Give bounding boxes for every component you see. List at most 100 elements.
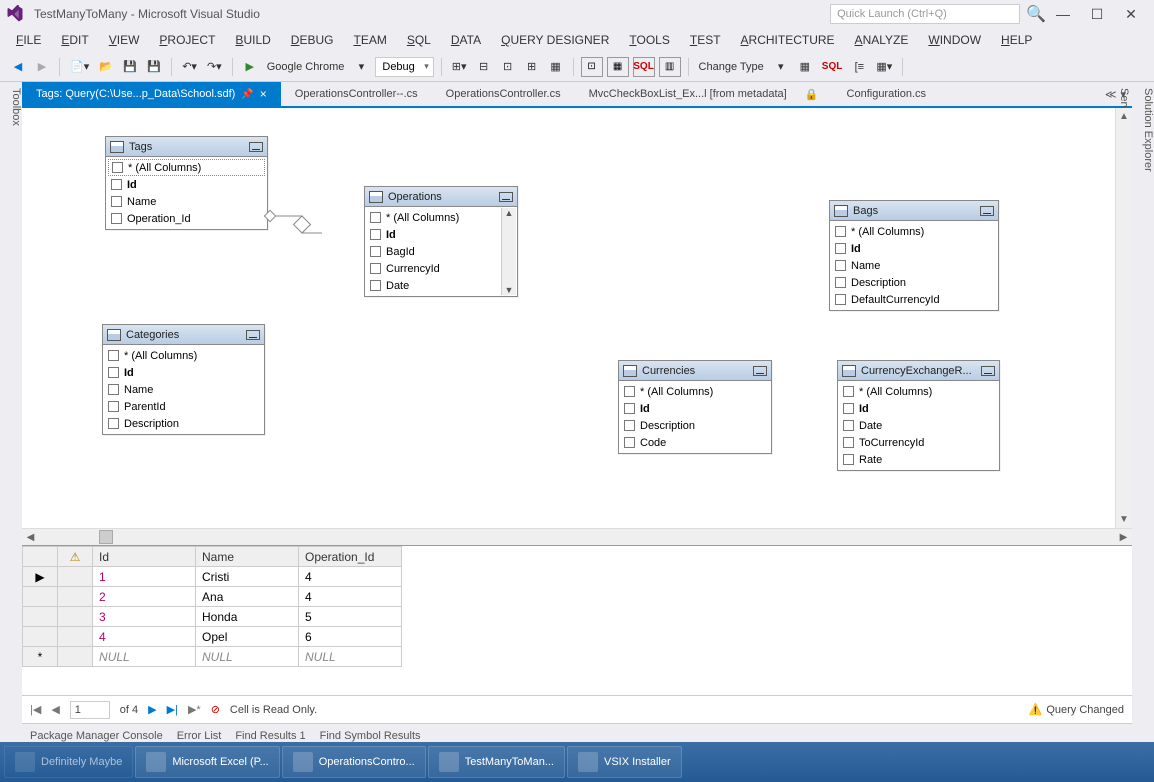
table-row[interactable]: 3Honda5	[23, 607, 402, 627]
column[interactable]: Id	[367, 226, 515, 243]
column[interactable]: Id	[108, 176, 265, 193]
start-button[interactable]: ▶	[240, 56, 260, 78]
column[interactable]: Id	[832, 240, 996, 257]
nav-stop-icon[interactable]: ⊘	[211, 703, 220, 716]
column[interactable]: Description	[105, 415, 262, 432]
taskbar-app[interactable]: Microsoft Excel (P...	[135, 746, 279, 778]
menu-query designer[interactable]: QUERY DESIGNER	[493, 31, 617, 49]
table-operations[interactable]: Operations* (All Columns)IdBagIdCurrency…	[364, 186, 518, 297]
close-button[interactable]: ✕	[1114, 6, 1148, 23]
nav-next-icon[interactable]: ▶	[148, 703, 156, 716]
show-grid-icon[interactable]: ▦	[607, 57, 629, 77]
column[interactable]: * (All Columns)	[367, 209, 515, 226]
menu-team[interactable]: TEAM	[345, 31, 394, 49]
column[interactable]: * (All Columns)	[832, 223, 996, 240]
menu-window[interactable]: WINDOW	[920, 31, 989, 49]
table-row[interactable]: ▶1Cristi4	[23, 567, 402, 587]
toolbar-icon-1[interactable]: ⊞▾	[449, 56, 470, 78]
vertical-scrollbar[interactable]: ▲▼	[1115, 108, 1132, 528]
show-diagram-icon[interactable]: ⊡	[581, 57, 603, 77]
nav-new-icon[interactable]: ▶*	[188, 703, 201, 716]
save-icon[interactable]: 💾	[120, 56, 140, 78]
column[interactable]: Name	[832, 257, 996, 274]
column[interactable]: Code	[621, 434, 769, 451]
taskbar-app[interactable]: OperationsContro...	[282, 746, 426, 778]
menu-test[interactable]: TEST	[682, 31, 729, 49]
column[interactable]: DefaultCurrencyId	[832, 291, 996, 308]
column[interactable]: Description	[621, 417, 769, 434]
menu-build[interactable]: BUILD	[227, 31, 278, 49]
column[interactable]: Name	[108, 193, 265, 210]
minimize-icon[interactable]	[246, 330, 260, 340]
toolbar-icon-6[interactable]: ▦	[795, 56, 815, 78]
taskbar-app[interactable]: VSIX Installer	[567, 746, 682, 778]
menu-architecture[interactable]: ARCHITECTURE	[733, 31, 843, 49]
nav-fwd-button[interactable]: ▶	[32, 56, 52, 78]
column[interactable]: Id	[621, 400, 769, 417]
menu-view[interactable]: VIEW	[101, 31, 148, 49]
column[interactable]: CurrencyId	[367, 260, 515, 277]
menu-file[interactable]: FILE	[8, 31, 49, 49]
column[interactable]: Id	[840, 400, 997, 417]
column[interactable]: BagId	[367, 243, 515, 260]
column[interactable]: Operation_Id	[108, 210, 265, 227]
menu-sql[interactable]: SQL	[399, 31, 439, 49]
menu-data[interactable]: DATA	[443, 31, 489, 49]
show-results-icon[interactable]: ▥	[659, 57, 681, 77]
browser-combo[interactable]: Google Chrome	[264, 56, 348, 78]
query-designer-canvas[interactable]: Tags* (All Columns)IdNameOperation_IdOpe…	[22, 108, 1132, 528]
table-bags[interactable]: Bags* (All Columns)IdNameDescriptionDefa…	[829, 200, 999, 311]
output-tab[interactable]: Find Results 1	[235, 730, 305, 742]
toolbar-icon-5[interactable]: ▦	[546, 56, 566, 78]
nav-last-icon[interactable]: ▶|	[167, 703, 178, 716]
column[interactable]: * (All Columns)	[108, 159, 265, 176]
quick-launch-input[interactable]: Quick Launch (Ctrl+Q)	[830, 4, 1020, 24]
page-input[interactable]: 1	[70, 701, 110, 719]
change-type-combo[interactable]: Change Type	[696, 56, 767, 78]
output-tab[interactable]: Find Symbol Results	[320, 730, 421, 742]
nav-first-icon[interactable]: |◀	[30, 703, 41, 716]
taskbar-app[interactable]: TestManyToMan...	[428, 746, 565, 778]
column[interactable]: Rate	[840, 451, 997, 468]
menu-tools[interactable]: TOOLS	[621, 31, 677, 49]
menu-help[interactable]: HELP	[993, 31, 1040, 49]
search-icon[interactable]: 🔍	[1026, 4, 1046, 24]
column[interactable]: Description	[832, 274, 996, 291]
column[interactable]: ParentId	[105, 398, 262, 415]
close-icon[interactable]: ×	[260, 87, 267, 101]
tab-2[interactable]: OperationsController.cs	[432, 82, 575, 106]
menu-analyze[interactable]: ANALYZE	[847, 31, 917, 49]
column[interactable]: * (All Columns)	[840, 383, 997, 400]
menu-project[interactable]: PROJECT	[151, 31, 223, 49]
minimize-icon[interactable]	[249, 142, 263, 152]
config-combo[interactable]: Debug	[375, 57, 433, 77]
undo-icon[interactable]: ↶▾	[179, 56, 200, 78]
column[interactable]: Date	[367, 277, 515, 294]
table-currencies[interactable]: Currencies* (All Columns)IdDescriptionCo…	[618, 360, 772, 454]
horizontal-scrollbar[interactable]: ◀▶	[22, 528, 1132, 545]
column[interactable]: Name	[105, 381, 262, 398]
table-cer[interactable]: CurrencyExchangeR...* (All Columns)IdDat…	[837, 360, 1000, 471]
tab-active[interactable]: Tags: Query(C:\Use...p_Data\School.sdf)📌…	[22, 82, 281, 106]
column[interactable]: Date	[840, 417, 997, 434]
toolbar-icon-7[interactable]: [≡	[849, 56, 869, 78]
minimize-icon[interactable]	[981, 366, 995, 376]
pin-icon[interactable]: 📌	[241, 89, 253, 100]
nav-prev-icon[interactable]: ◀	[51, 703, 59, 716]
column[interactable]: Id	[105, 364, 262, 381]
menu-debug[interactable]: DEBUG	[283, 31, 342, 49]
column[interactable]: * (All Columns)	[621, 383, 769, 400]
maximize-button[interactable]: ☐	[1080, 6, 1114, 23]
minimize-icon[interactable]	[753, 366, 767, 376]
minimize-icon[interactable]	[980, 206, 994, 216]
tab-4[interactable]: Configuration.cs	[833, 82, 941, 106]
open-icon[interactable]: 📂	[96, 56, 116, 78]
output-tab[interactable]: Package Manager Console	[30, 730, 163, 742]
table-row[interactable]: 4Opel6	[23, 627, 402, 647]
column[interactable]: * (All Columns)	[105, 347, 262, 364]
minimize-button[interactable]: —	[1046, 6, 1080, 22]
menu-edit[interactable]: EDIT	[53, 31, 96, 49]
table-row[interactable]: 2Ana4	[23, 587, 402, 607]
tab-1[interactable]: OperationsController--.cs	[281, 82, 432, 106]
table-tags[interactable]: Tags* (All Columns)IdNameOperation_Id	[105, 136, 268, 230]
